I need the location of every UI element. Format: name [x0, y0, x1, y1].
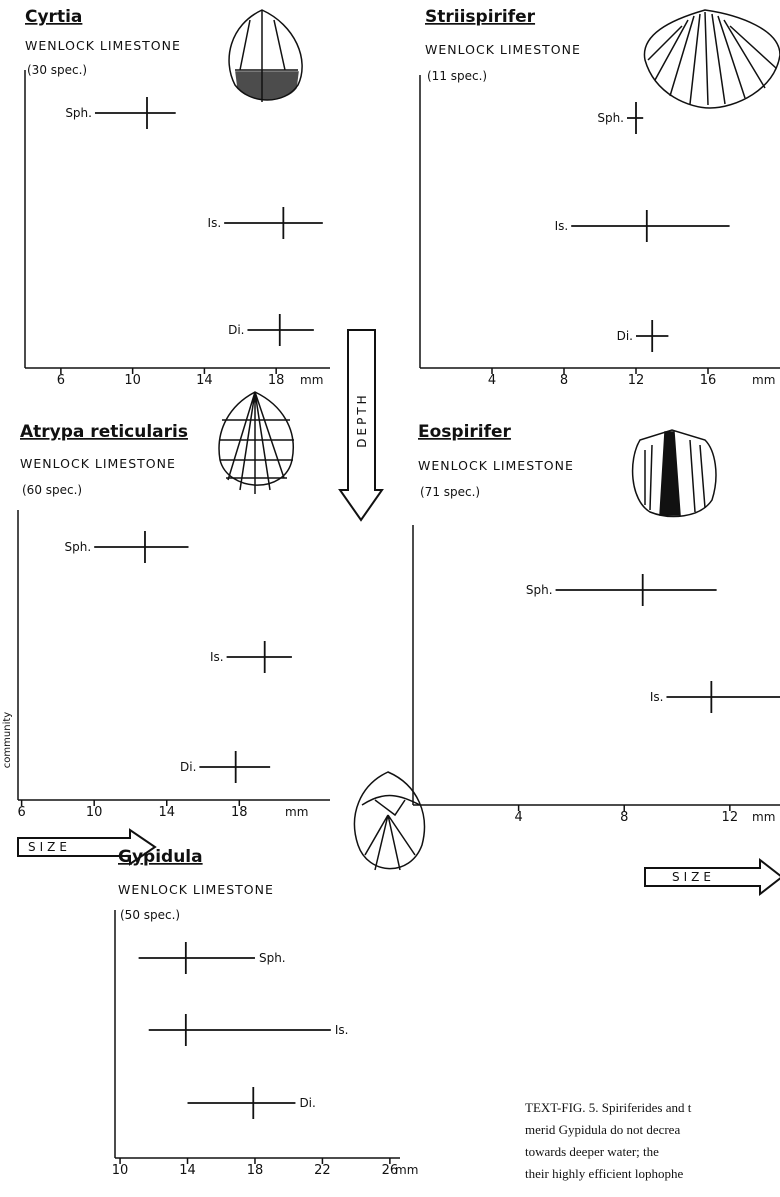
category-label: Sph.: [526, 583, 553, 597]
category-label: Sph.: [597, 111, 624, 125]
x-axis-unit: mm: [285, 805, 308, 819]
x-tick-label: 18: [268, 373, 285, 388]
caption-line: their highly efficient lophophe: [525, 1166, 683, 1181]
chart-title: Cyrtia: [25, 7, 82, 27]
specimen-count: (60 spec.): [22, 483, 82, 497]
x-tick-label: 12: [722, 810, 739, 825]
depth-arrow: [338, 329, 384, 522]
x-tick-label: 16: [700, 373, 717, 388]
size-arrow: [644, 857, 780, 897]
category-label: Is.: [335, 1023, 349, 1037]
category-label: Di.: [299, 1096, 315, 1110]
category-label: Di.: [617, 329, 633, 343]
category-label: Is.: [208, 216, 222, 230]
chart-subtitle: WENLOCK LIMESTONE: [25, 38, 181, 53]
size-label: SIZE: [28, 840, 71, 854]
category-label: Sph.: [65, 540, 92, 554]
x-tick-label: 26: [382, 1163, 399, 1178]
x-tick-label: 4: [514, 810, 522, 825]
x-tick-label: 10: [112, 1163, 129, 1178]
specimen-count: (71 spec.): [420, 485, 480, 499]
chart-subtitle: WENLOCK LIMESTONE: [418, 458, 574, 473]
category-label: Di.: [228, 323, 244, 337]
chart-subtitle: WENLOCK LIMESTONE: [118, 882, 274, 897]
category-label: Is.: [650, 690, 664, 704]
specimen-count: (11 spec.): [427, 69, 487, 83]
chart-title: Gypidula: [118, 847, 203, 867]
x-tick-label: 18: [247, 1163, 264, 1178]
x-tick-label: 6: [57, 373, 65, 388]
size-label: SIZE: [672, 870, 715, 884]
caption-line: merid Gypidula do not decrea: [525, 1122, 680, 1137]
caption-line: TEXT-FIG. 5. Spiriferides and t: [525, 1100, 692, 1115]
chart-title: Atrypa reticularis: [20, 422, 188, 442]
specimen-count: (30 spec.): [27, 63, 87, 77]
category-label: Di.: [180, 760, 196, 774]
chart-title: Eospirifer: [418, 422, 512, 442]
x-axis-unit: mm: [300, 373, 323, 387]
shell-illustrations: [218, 9, 780, 871]
caption-line: towards deeper water; the: [525, 1144, 659, 1159]
x-tick-label: 14: [158, 805, 175, 820]
community-label: community: [2, 712, 13, 768]
x-axis-unit: mm: [752, 373, 775, 387]
x-tick-label: 4: [488, 373, 496, 388]
category-label: Is.: [555, 219, 569, 233]
chart-subtitle: WENLOCK LIMESTONE: [20, 456, 176, 471]
category-label: Sph.: [259, 951, 286, 965]
chart-title: Striispirifer: [425, 7, 536, 27]
size-arrow: [17, 828, 157, 866]
x-axis-unit: mm: [395, 1163, 418, 1177]
x-tick-label: 14: [179, 1163, 196, 1178]
x-tick-label: 14: [196, 373, 213, 388]
x-tick-label: 8: [620, 810, 628, 825]
x-tick-label: 18: [231, 805, 248, 820]
depth-label: DEPTH: [355, 392, 369, 447]
category-label: Sph.: [65, 106, 92, 120]
x-tick-label: 10: [86, 805, 103, 820]
category-label: Is.: [210, 650, 224, 664]
x-tick-label: 10: [124, 373, 141, 388]
specimen-count: (50 spec.): [120, 908, 180, 922]
x-axis-unit: mm: [752, 810, 775, 824]
x-tick-label: 22: [314, 1163, 331, 1178]
x-tick-label: 12: [628, 373, 645, 388]
x-tick-label: 6: [17, 805, 25, 820]
x-tick-label: 8: [560, 373, 568, 388]
chart-subtitle: WENLOCK LIMESTONE: [425, 42, 581, 57]
